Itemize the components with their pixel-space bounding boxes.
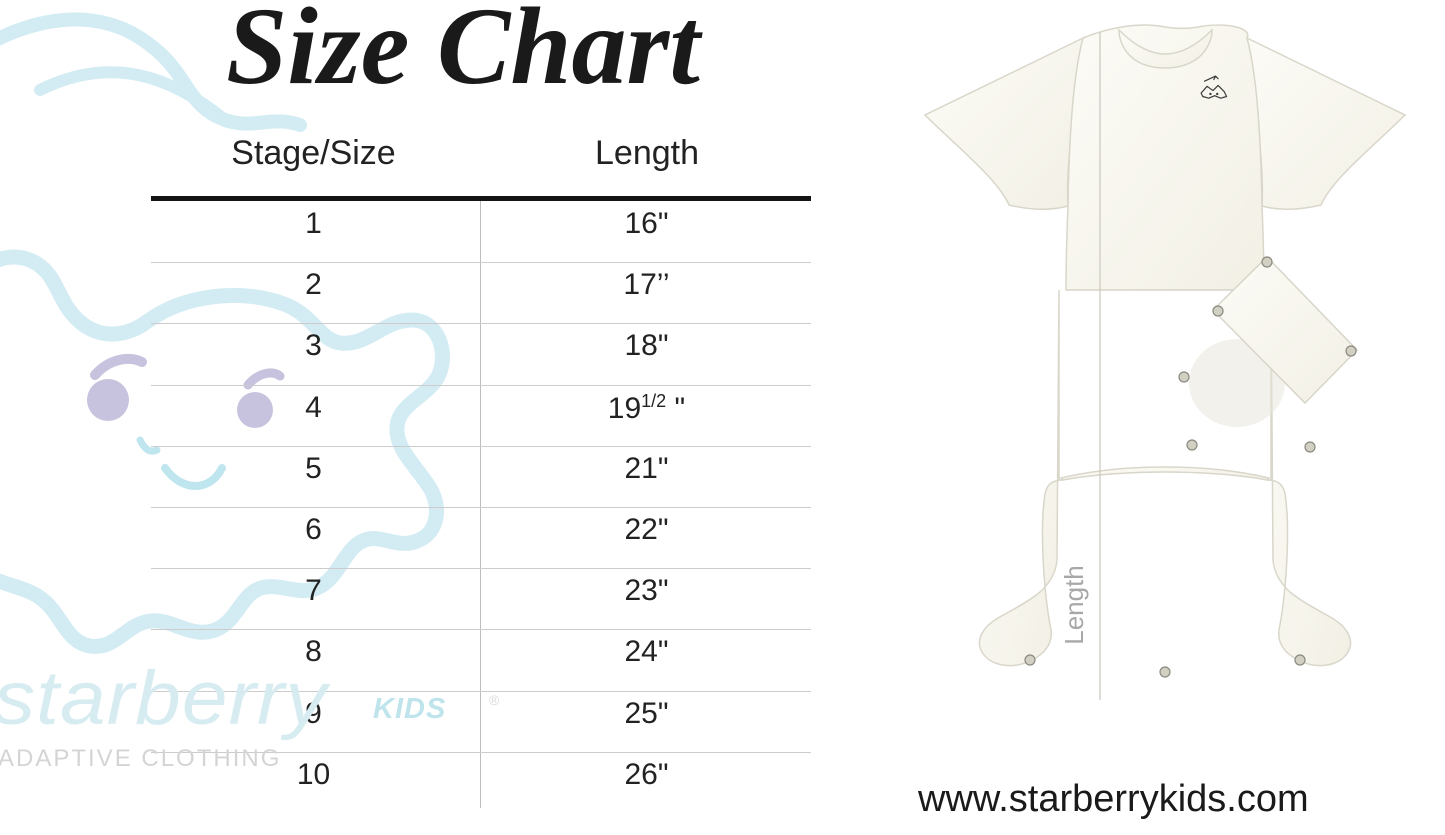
svg-text:Length: Length <box>1059 565 1089 645</box>
